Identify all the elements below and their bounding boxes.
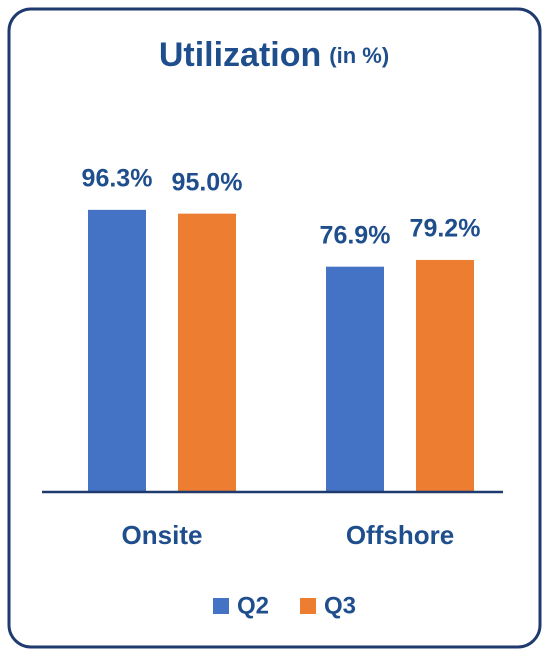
title-unit: (in %): [329, 43, 389, 68]
x-tick-label: Offshore: [346, 520, 454, 550]
bar: [88, 209, 146, 492]
chart-title: Utilization (in %): [159, 36, 389, 74]
x-tick-label: Onsite: [122, 520, 203, 550]
bar: [416, 259, 474, 492]
legend-swatch: [213, 598, 229, 614]
data-label: 79.2%: [410, 215, 481, 243]
title-text: Utilization: [159, 36, 321, 74]
data-label: 95.0%: [172, 168, 243, 196]
legend-label: Q2: [237, 592, 269, 619]
legend-label: Q3: [324, 592, 356, 619]
data-label: 76.9%: [320, 221, 391, 249]
data-label: 96.3%: [82, 164, 153, 192]
legend-swatch: [300, 598, 316, 614]
bar: [326, 266, 384, 492]
bar: [178, 213, 236, 492]
